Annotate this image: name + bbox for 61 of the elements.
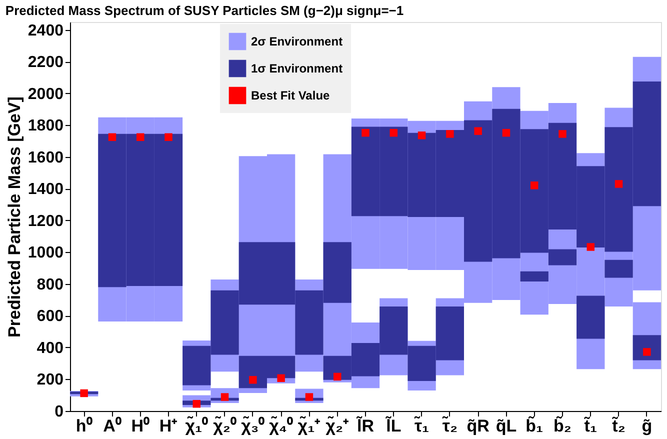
- x-tick-label: χ̃₂⁰: [213, 416, 236, 436]
- y-tick-label: 1600: [28, 149, 64, 166]
- bar: [604, 260, 633, 278]
- y-tick-label: 2000: [28, 86, 64, 103]
- y-tick-label: 600: [36, 308, 64, 326]
- x-tick-label: τ̃₂: [442, 416, 458, 436]
- point: [390, 128, 398, 137]
- x-tick-label: χ̃₃⁰: [241, 416, 265, 436]
- point: [418, 131, 426, 140]
- x-tick-label: g̃: [642, 416, 652, 436]
- x-tick-label: χ̃₁⁰: [185, 416, 208, 436]
- x-tick-label: q̃R: [466, 416, 490, 436]
- point: [277, 374, 285, 382]
- x-tick-label: χ̃₁⁺: [298, 416, 321, 436]
- x-tick-label: A⁰: [103, 416, 122, 436]
- y-tick-label: 1200: [28, 212, 64, 230]
- x-tick-label: l̃L: [385, 416, 402, 436]
- point: [164, 133, 172, 141]
- point: [333, 372, 342, 381]
- point: [446, 130, 454, 138]
- legend-label: 1σ Environment: [251, 62, 343, 76]
- bar: [632, 335, 661, 360]
- x-tick-label: b̃₂: [554, 416, 572, 436]
- x-tick-label: q̃L: [496, 416, 517, 436]
- point: [586, 243, 595, 251]
- bar: [576, 296, 605, 339]
- x-tick-label: t̃₂: [612, 416, 626, 436]
- point: [558, 130, 566, 138]
- x-tick-label: χ̃₂⁺: [326, 416, 350, 436]
- x-tick-label: t̃₁: [584, 416, 597, 436]
- y-tick-label: 2200: [28, 54, 64, 72]
- y-tick-label: 1800: [28, 118, 64, 135]
- y-tick-label: 1400: [28, 181, 64, 198]
- point: [643, 348, 651, 356]
- x-tick-label: τ̃₁: [414, 416, 430, 436]
- y-tick-label: 2400: [28, 22, 64, 40]
- y-tick-label: 1000: [28, 244, 64, 262]
- point: [530, 182, 538, 190]
- point: [502, 128, 510, 137]
- x-tick-label: l̃R: [356, 416, 374, 436]
- y-tick-label: 0: [54, 404, 64, 420]
- point: [108, 133, 116, 141]
- y-axis-title: Predicted Particle Mass [GeV]: [4, 96, 24, 338]
- x-tick-label: b̃₁: [526, 416, 544, 436]
- point: [362, 128, 370, 137]
- x-tick-label: H⁰: [131, 416, 150, 436]
- x-tick-label: H⁺: [159, 416, 178, 436]
- y-tick-label: 200: [36, 372, 64, 389]
- legend-label: Best Fit Value: [251, 88, 330, 102]
- y-tick-label: 400: [36, 340, 64, 357]
- x-tick-label: h⁰: [76, 416, 92, 436]
- bar: [520, 271, 548, 282]
- point: [80, 389, 88, 398]
- point: [474, 127, 482, 135]
- point: [614, 180, 623, 188]
- point: [136, 133, 144, 141]
- point: [249, 376, 257, 384]
- y-tick-label: 800: [36, 276, 64, 294]
- chart-title: Predicted Mass Spectrum of SUSY Particles SM (g−2)μ signμ=−1: [5, 2, 404, 18]
- x-tick-label: χ̃₄⁰: [269, 416, 294, 436]
- legend-label: 2σ Environment: [251, 34, 343, 48]
